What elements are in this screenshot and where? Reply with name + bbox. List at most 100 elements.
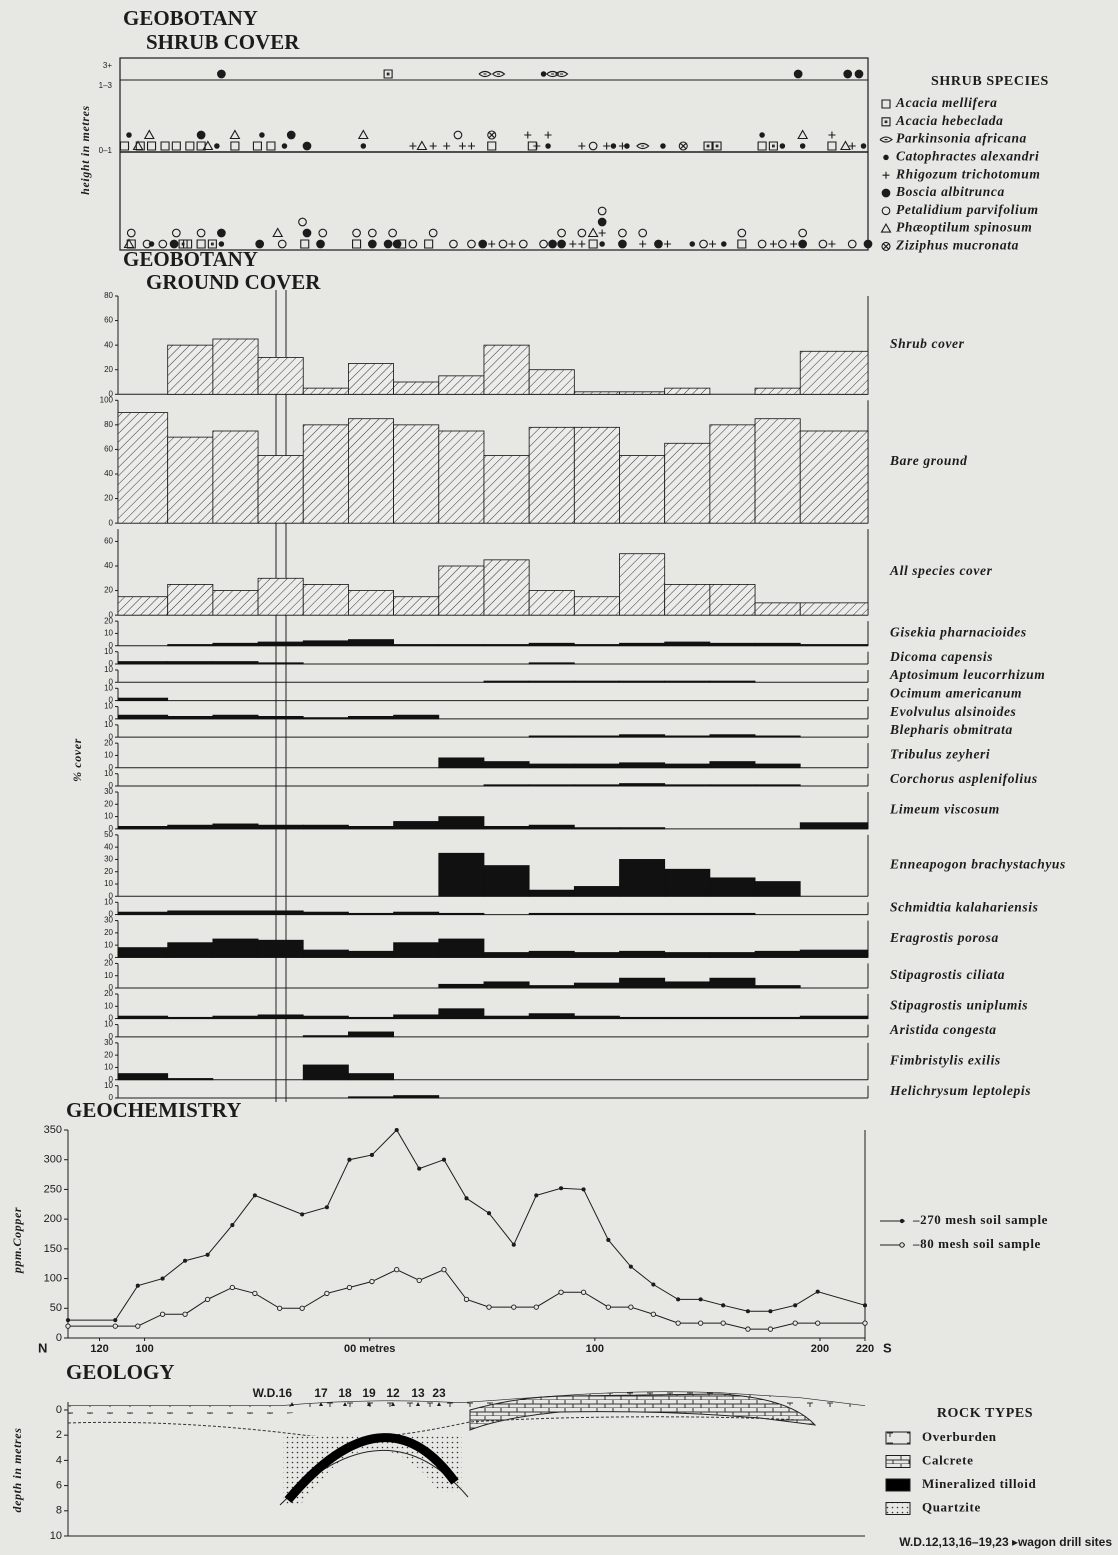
bar [258,825,303,829]
shrub-symbol [828,241,835,248]
bar [348,1032,393,1037]
legend-swatch [886,1456,910,1468]
panel-label: Limeum viscosum [889,802,1000,817]
data-point [136,1324,140,1328]
shrub-symbol [637,144,649,149]
bar [710,735,755,737]
bar [439,644,484,645]
shrub-symbol [353,240,361,248]
data-point [652,1283,655,1286]
drill-site-label: 18 [338,1386,352,1400]
bar [168,644,213,645]
bar [665,1017,710,1018]
bar [303,718,348,719]
data-point [277,1306,281,1310]
bar [439,1009,484,1019]
y-tick-label: 10 [104,812,113,821]
legend-entry: –80 mesh soil sample [912,1236,1041,1251]
x-end-label: S [883,1340,892,1355]
shrub-symbol [519,240,527,248]
bar [303,912,348,914]
bar [529,736,574,737]
shrub-symbol [218,229,226,237]
data-point [253,1291,257,1295]
data-point [206,1253,209,1256]
data-point [183,1259,186,1262]
y-tick-label: 20 [104,799,113,808]
bar [574,736,619,737]
data-point [160,1312,164,1316]
legend-entry: Petalidium parvifolium [896,202,1039,217]
bar [303,1016,348,1018]
bar [529,370,574,395]
bar [710,643,755,645]
shrub-symbol [409,143,416,150]
data-point [325,1291,329,1295]
bar [303,950,348,957]
shrub-symbol [219,242,223,246]
bar [755,882,800,897]
bar [118,948,168,958]
data-point [205,1297,209,1301]
bar [800,950,868,957]
data-point [768,1327,772,1331]
bar [529,1014,574,1019]
shrub-symbol [578,241,585,248]
y-tick-label: 20 [104,738,113,747]
data-point [325,1206,328,1209]
y-tick-label: 40 [104,842,113,851]
shrub-symbol [430,143,437,150]
y-axis-label: ppm.Copper [10,1207,24,1274]
y-tick-label: 100 [44,1272,62,1284]
legend-entry: Mineralized tilloid [922,1476,1036,1491]
y-tick-label: 2 [56,1429,62,1441]
y-tick-label: 0 [56,1332,62,1344]
shrub-symbol [121,142,129,150]
shrub-symbol [738,240,746,248]
shrub-symbol [299,218,307,226]
bar [710,1017,755,1018]
shrub-symbol [738,229,746,237]
shrub-symbol [317,240,325,248]
bar [394,644,439,645]
shrub-symbol [479,72,491,77]
shrub-symbol [844,70,852,78]
shrub-symbol [598,218,606,226]
bar [348,1017,393,1018]
shrub-symbol [429,229,437,237]
footnote: W.D.12,13,16–19,23 ▸wagon drill sites [899,1535,1112,1549]
shrub-symbol [197,229,205,237]
x-start-label: N [38,1340,47,1355]
bar [118,1074,168,1080]
bar [118,715,168,719]
bar [394,1096,439,1098]
bar [665,785,710,786]
bar [394,425,439,523]
bar [574,785,619,786]
data-point [465,1197,468,1200]
data-point [442,1267,446,1271]
bar [118,826,168,828]
data-point [722,1304,725,1307]
data-point [183,1312,187,1316]
legend-entry: Overburden [922,1429,997,1444]
shrub-symbol [197,131,205,139]
y-tick-label: 10 [104,769,113,778]
bar [620,456,665,524]
data-point [582,1188,585,1191]
y-tick-label: 10 [104,940,113,949]
shrub-symbol [127,229,135,237]
bar [168,716,213,718]
y-tick-label: 10 [104,971,113,980]
y-tick-label: 50 [104,830,113,839]
bar [213,662,258,664]
bar [118,1016,168,1018]
shrub-symbol [454,131,462,139]
data-point [769,1310,772,1313]
drill-site-label: 23 [432,1386,446,1400]
x-tick-label: 200 [811,1343,829,1355]
shrub-symbol [369,229,377,237]
shrub-symbol [231,142,239,150]
y-tick-label: 10 [104,1001,113,1010]
row-label: 0–1 [99,146,113,155]
